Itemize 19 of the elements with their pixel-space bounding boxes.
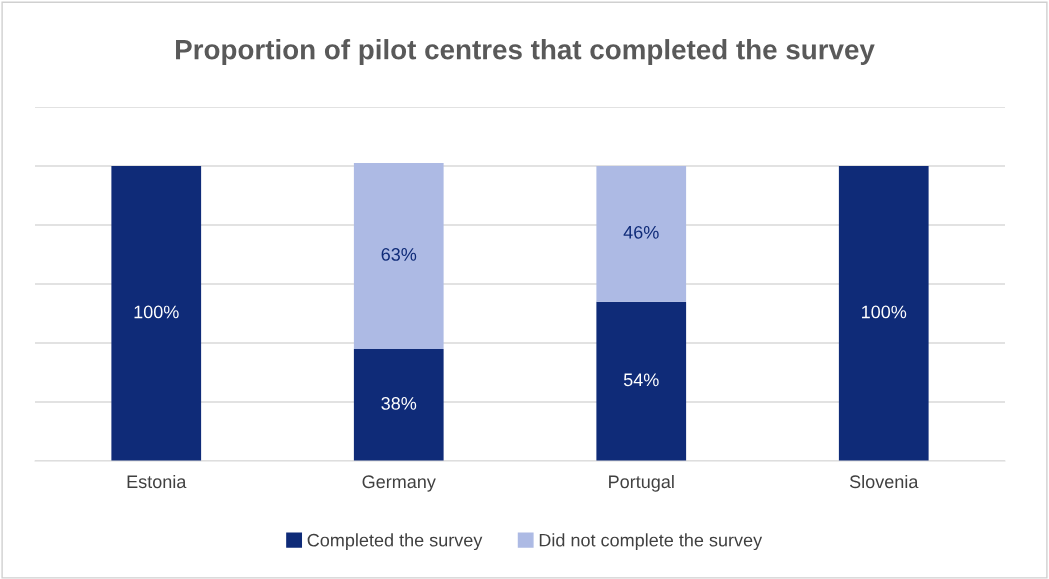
- bar: [596, 301, 687, 461]
- x-tick-label: Portugal: [609, 474, 674, 492]
- legend-label: Did not complete the survey: [539, 533, 763, 551]
- data-label: 38%: [381, 397, 417, 410]
- bar: [353, 163, 444, 349]
- data-label: 100%: [134, 305, 179, 319]
- data-label: 54%: [623, 373, 659, 387]
- data-label: 46%: [623, 225, 659, 239]
- x-tick-label: Estonia: [127, 474, 187, 489]
- data-label: 63%: [381, 248, 417, 261]
- x-tick-label: Germany: [362, 475, 436, 492]
- bar: [596, 166, 687, 302]
- legend-label: Completed the survey: [307, 533, 483, 551]
- chart-title: Proportion of pilot centres that completed the survey: [176, 39, 875, 65]
- bar: [353, 348, 444, 461]
- data-label: 100%: [862, 305, 907, 319]
- x-tick-label: Slovenia: [849, 474, 919, 489]
- bar: [111, 166, 202, 461]
- bar: [838, 166, 929, 461]
